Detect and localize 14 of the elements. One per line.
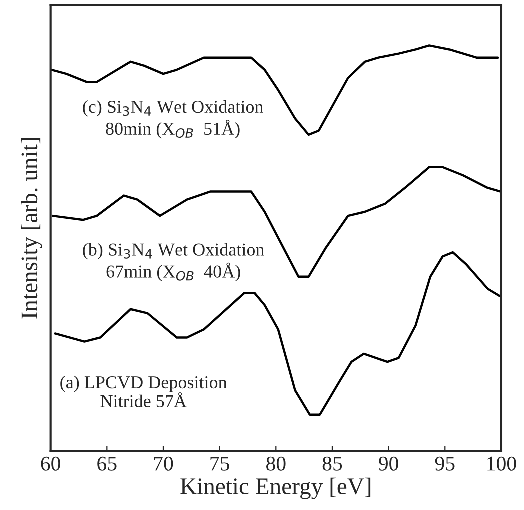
annotation: (a) LPCVD Deposition Nitride 57Å [60, 376, 228, 408]
x-tick-label: 85 [322, 456, 342, 471]
x-tick-label: 90 [379, 456, 398, 471]
x-tick-label: 80 [266, 456, 286, 471]
annotation: (c) Si$_{3}$N$_{4}$ Wet Oxidation 80min (X$_{OB}$ 51Å) [83, 100, 264, 139]
x-tick-label: 95 [435, 456, 455, 471]
x-tick-label: 100 [488, 456, 516, 471]
x-tick-label: 60 [41, 456, 60, 471]
y-axis-title: Intensity [arb. unit] [21, 138, 42, 319]
x-tick-label: 65 [98, 456, 117, 471]
x-axis-title: Kinetic Energy [eV] [180, 478, 371, 500]
annotation: (b) Si$_{3}$N$_{4}$ Wet Oxidation 67min (X$_{OB}$ 40Å) [83, 243, 264, 282]
x-tick-label: 70 [154, 456, 174, 471]
x-tick-label: 75 [210, 457, 230, 471]
